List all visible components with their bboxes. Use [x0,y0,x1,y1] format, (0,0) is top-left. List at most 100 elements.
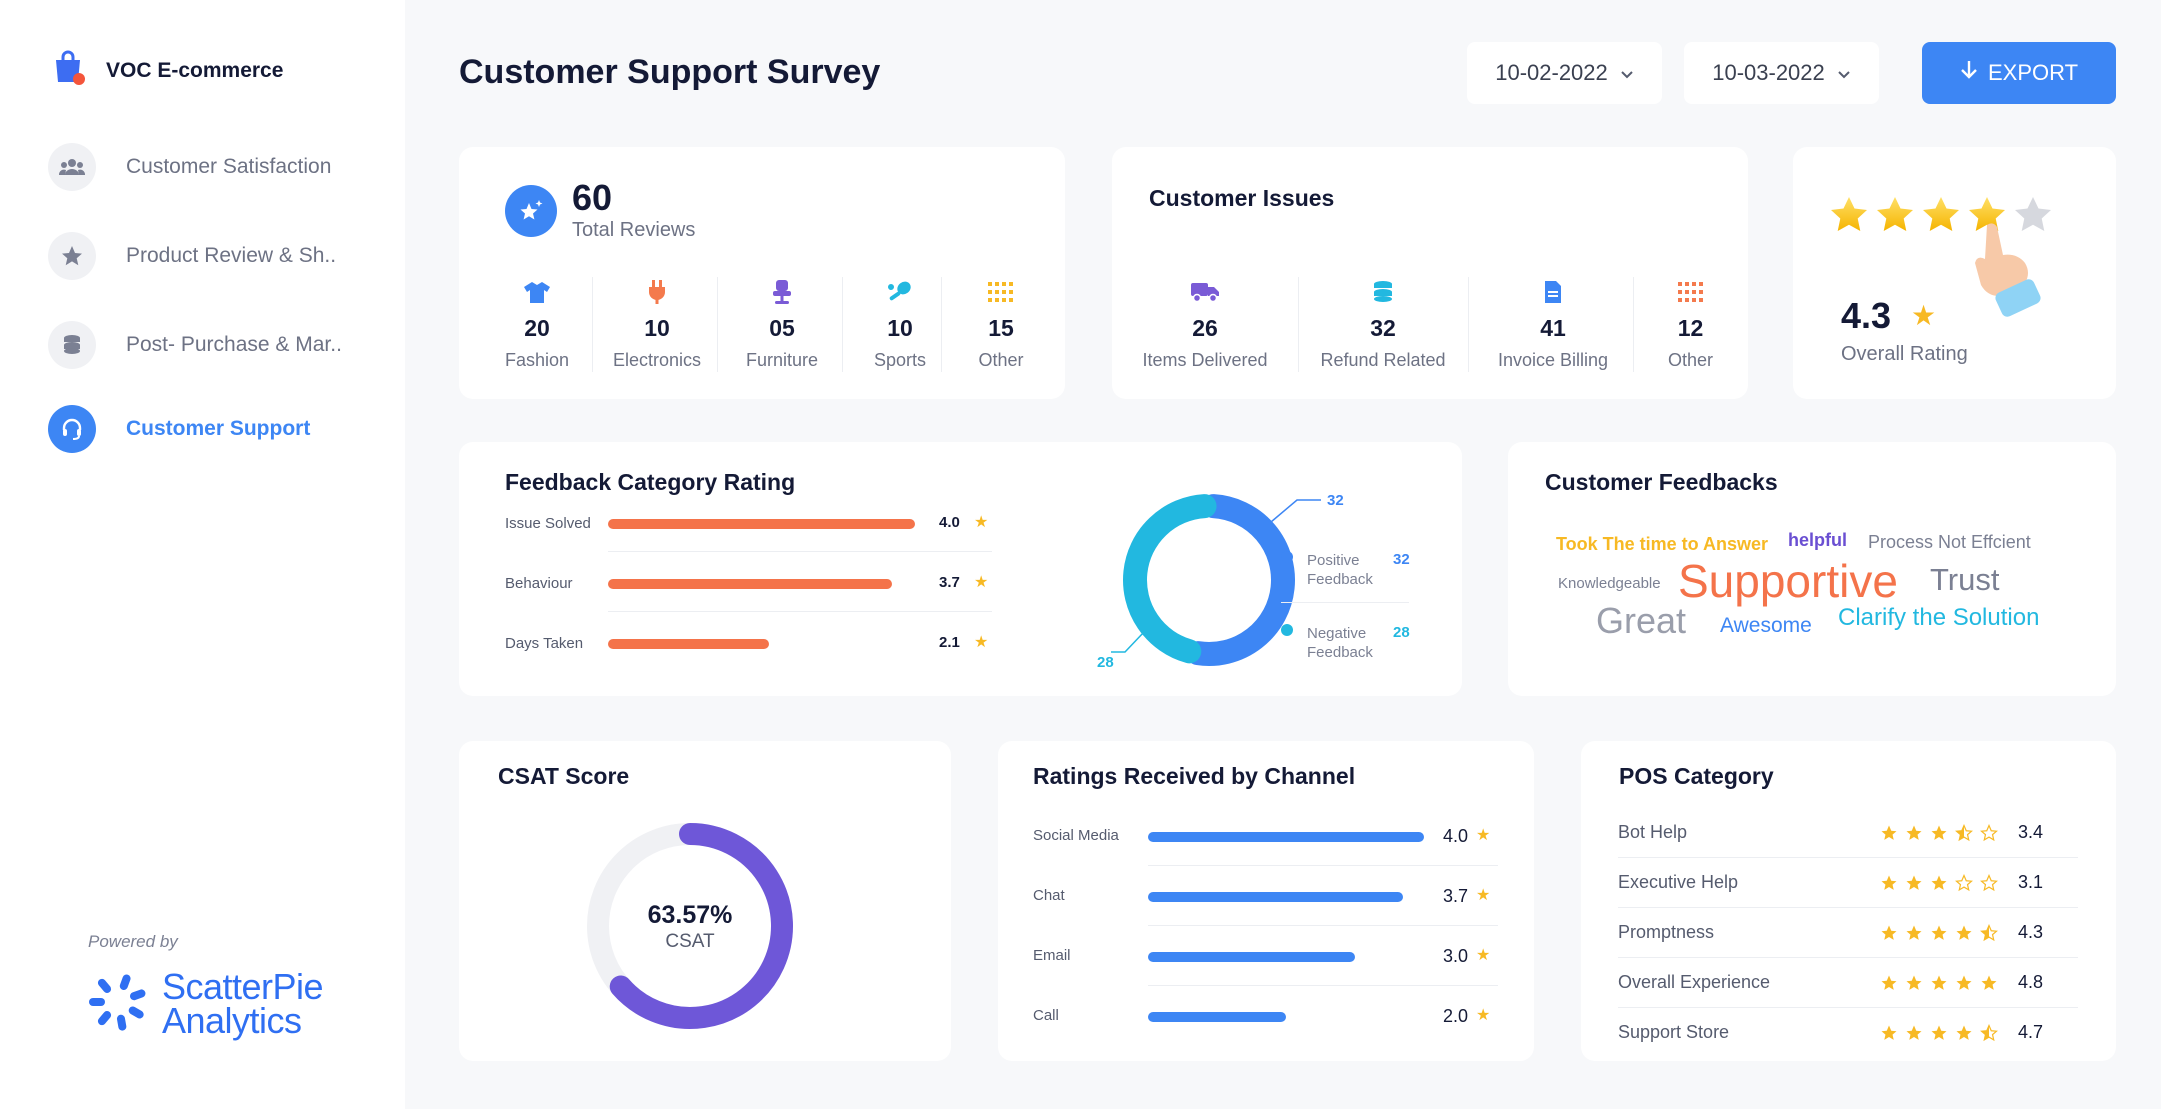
customer-issues-title: Customer Issues [1149,185,1335,211]
bar-value: 2.1 [939,634,960,651]
coins-stack-icon [1308,277,1458,307]
star-icon [1881,975,1897,990]
bar-fill [608,579,893,589]
star-icon: ★ [974,574,989,591]
star-icon: ★ [1476,1007,1491,1024]
bar-value: 3.7 [939,574,960,591]
star-icon: ★ [1911,300,1937,331]
star-icon [1881,925,1897,940]
bar-label: Chat [1033,887,1065,904]
bar-fill [1148,892,1404,902]
star-icon [48,232,96,280]
bar-label: Behaviour [505,575,573,592]
word-helpful: helpful [1788,530,1847,550]
rating-stars-illustration [1829,195,2079,350]
star-icon [1956,975,1972,990]
sidebar-item-label: Customer Satisfaction [126,155,332,178]
divider [1148,985,1498,986]
star-icon [1980,874,1998,892]
star-icon: ★ [1476,947,1491,964]
issue-refund-related: 32 Refund Related [1308,277,1458,371]
pos-row-stars [1880,824,1998,842]
category-label: Fashion [504,350,570,370]
bar-value: 3.0 [1443,946,1469,966]
divider [1148,925,1498,926]
chevron-down-icon [1837,60,1851,86]
sidebar-item-label: Product Review & Sh.. [126,244,337,267]
category-label: Electronics [612,350,702,370]
word-clarify-the-solution: Clarify the Solution [1838,604,2040,631]
star-icon [1955,874,1973,892]
star-icon: ★ [974,514,989,531]
category-sports: 10 Sports [845,277,955,371]
bar-fill [1148,1012,1286,1022]
document-icon [1478,277,1628,307]
csat-arc [609,823,793,1029]
pos-row-value: 4.3 [2018,922,2044,942]
issue-label: Other [1667,350,1714,370]
sidebar-item-customer-support[interactable]: Customer Support [48,405,310,453]
divider [1618,907,2078,908]
total-reviews-card: 60 Total Reviews 20 Fashion 10 Electroni… [459,147,1065,399]
leader-line-positive [1270,499,1321,523]
star-icon [1881,825,1897,840]
divider [1618,1007,2078,1008]
truck-icon [1130,277,1280,307]
brand: VOC E-commerce [52,50,283,91]
pos-row-stars [1880,1024,1998,1042]
sidebar-item-product-review[interactable]: Product Review & Sh.. [48,232,336,280]
donut-segment-negative [1123,494,1217,664]
legend-negative-dot [1281,623,1293,641]
legend-positive-value: 32 [1393,551,1410,568]
pos-row-label: Executive Help [1618,872,1739,892]
star-icon [1980,924,1998,942]
pos-row-label: Overall Experience [1618,972,1771,992]
customer-feedbacks-card: Customer Feedbacks Took The time to Answ… [1508,442,2116,696]
pointing-hand [1975,223,2041,317]
issue-value: 32 [1370,315,1396,341]
pos-row-value: 4.7 [2018,1022,2044,1042]
pos-category-title: POS Category [1619,763,1774,789]
star-icon [1980,1024,1998,1042]
date-from-picker[interactable]: 10-02-2022 [1467,42,1662,104]
divider [1298,277,1299,372]
sidebar: VOC E-commerce Customer Satisfaction Pro… [0,0,405,1109]
star-icon [1955,824,1973,842]
star-icon [1956,1025,1972,1040]
date-to-picker[interactable]: 10-03-2022 [1684,42,1879,104]
star-icon: ★ [1476,887,1491,904]
bar-value: 4.0 [939,514,960,531]
customer-issues-card: Customer Issues 26 Items Delivered 32 Re… [1112,147,1748,399]
bar-label: Issue Solved [505,515,591,532]
word-awesome: Awesome [1720,614,1812,637]
star-icon [1906,875,1922,890]
dots-grid-icon [1638,277,1743,307]
bar-track [608,579,992,589]
customer-feedbacks-title: Customer Feedbacks [1545,469,1778,495]
word-took-the-time: Took The time to Answer [1556,534,1769,554]
page-title: Customer Support Survey [459,53,881,91]
export-button[interactable]: EXPORT [1922,42,2116,104]
bar-label: Days Taken [505,635,584,652]
sidebar-item-post-purchase[interactable]: Post- Purchase & Mar.. [48,321,342,369]
category-value: 10 [887,315,913,341]
divider [1618,857,2078,858]
divider [1148,865,1498,866]
channel-ratings-card: Ratings Received by Channel Social Media… [998,741,1534,1061]
tshirt-icon [482,277,592,307]
total-reviews-label: Total Reviews [572,219,696,241]
sidebar-item-customer-satisfaction[interactable]: Customer Satisfaction [48,143,331,191]
star-icon [1881,875,1897,890]
issue-value: 26 [1192,315,1218,341]
pos-row-value: 3.4 [2018,822,2044,842]
brand-title: VOC E-commerce [106,58,284,82]
divider [592,277,593,372]
logo-line-1: ScatterPie [162,966,324,1007]
bar-label: Call [1033,1007,1059,1024]
star-icon [1906,925,1922,940]
channel-ratings-title: Ratings Received by Channel [1033,763,1356,789]
csat-value: 63.57% [647,901,733,929]
star-icon [1931,975,1947,990]
sidebar-item-label: Customer Support [126,417,311,440]
legend-positive-dot [1281,550,1293,568]
